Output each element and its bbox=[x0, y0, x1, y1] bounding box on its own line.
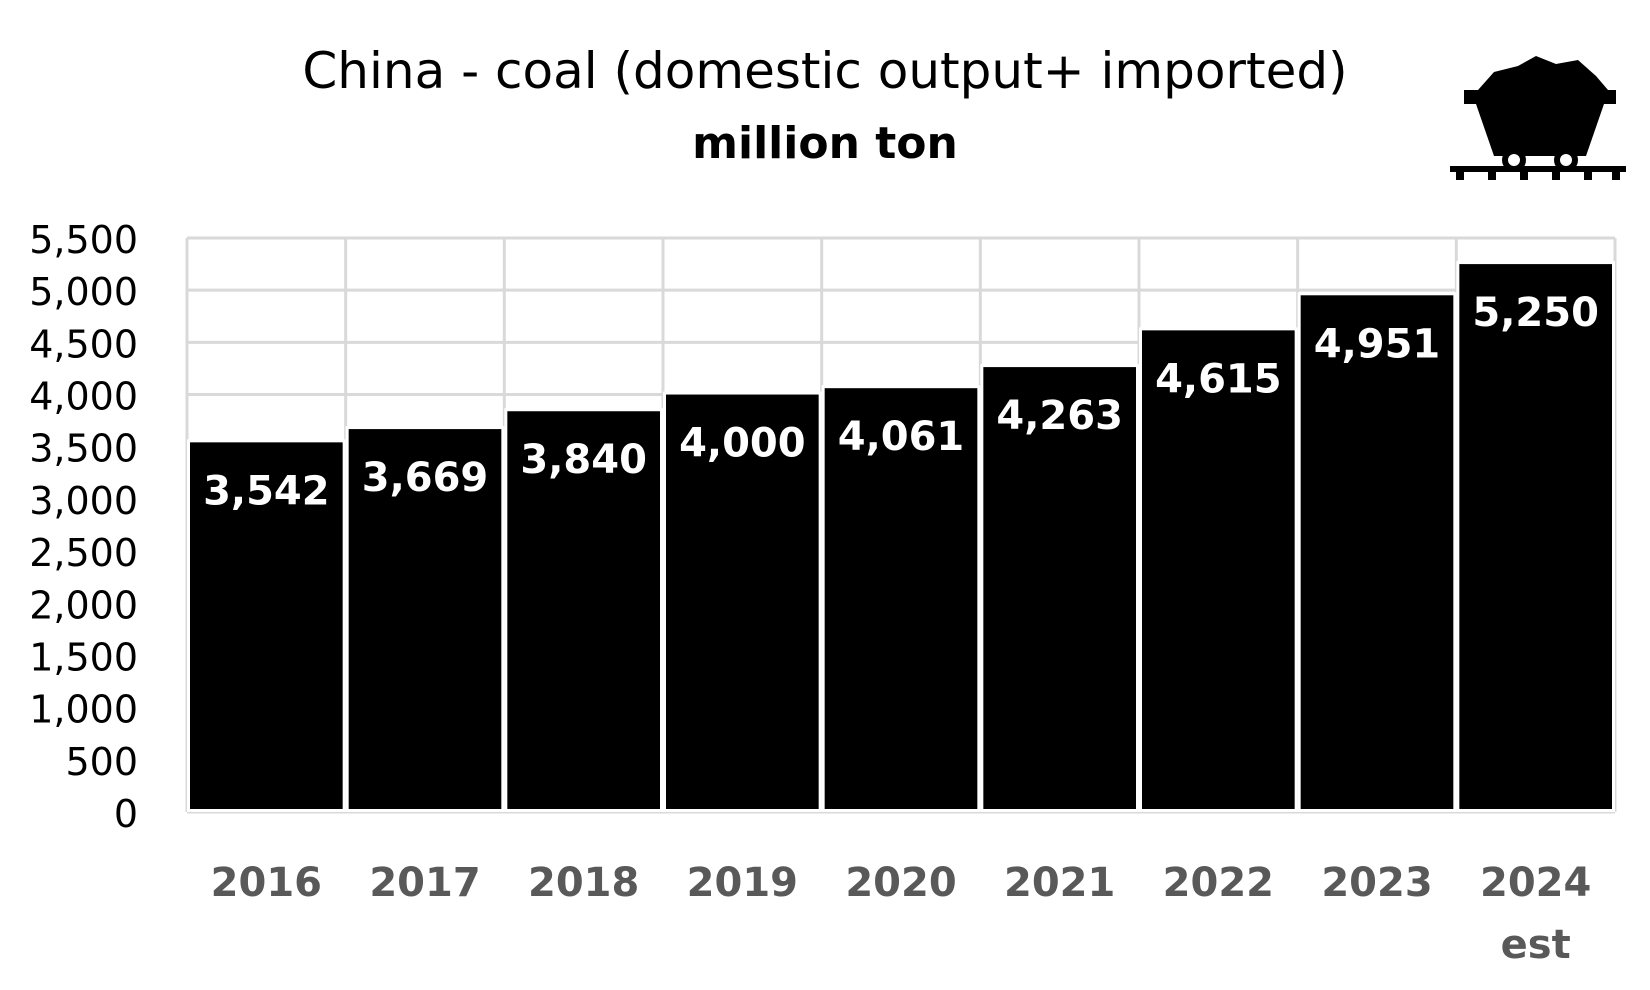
bar-data-label: 4,951 bbox=[1314, 321, 1441, 367]
x-tick-label: 2016 bbox=[211, 860, 322, 906]
bar bbox=[666, 394, 819, 809]
bar bbox=[507, 411, 660, 809]
x-tick-sublabel: est bbox=[1501, 922, 1571, 968]
y-tick-label: 500 bbox=[65, 740, 138, 784]
bar-data-label: 4,615 bbox=[1155, 356, 1282, 402]
x-tick-label: 2024 bbox=[1480, 860, 1591, 906]
x-tick-label: 2022 bbox=[1163, 860, 1274, 906]
y-tick-label: 2,000 bbox=[29, 583, 138, 627]
y-tick-label: 0 bbox=[114, 792, 138, 836]
bar bbox=[983, 367, 1136, 809]
bar bbox=[348, 429, 502, 809]
bar bbox=[1300, 295, 1454, 809]
y-tick-label: 1,500 bbox=[29, 635, 138, 679]
bar bbox=[1142, 330, 1295, 809]
y-tick-label: 3,500 bbox=[29, 427, 138, 471]
x-tick-label: 2020 bbox=[845, 860, 956, 906]
bar-data-label: 4,000 bbox=[679, 421, 806, 467]
bar-data-label: 3,840 bbox=[520, 437, 647, 483]
x-tick-label: 2017 bbox=[369, 860, 480, 906]
bar-data-label: 3,542 bbox=[203, 468, 330, 514]
x-tick-label: 2023 bbox=[1321, 860, 1432, 906]
y-tick-label: 5,500 bbox=[29, 218, 138, 262]
coal-cart-icon bbox=[1450, 56, 1626, 180]
y-tick-label: 1,000 bbox=[29, 688, 138, 732]
bar-data-label: 5,250 bbox=[1472, 290, 1599, 336]
bar-data-label: 3,669 bbox=[362, 455, 489, 501]
chart-subtitle: million ton bbox=[692, 118, 958, 169]
y-tick-label: 4,000 bbox=[29, 375, 138, 419]
bar-data-label: 4,263 bbox=[996, 393, 1123, 439]
y-tick-label: 4,500 bbox=[29, 322, 138, 366]
x-tick-label: 2019 bbox=[687, 860, 798, 906]
y-tick-label: 5,000 bbox=[29, 270, 138, 314]
y-tick-label: 2,500 bbox=[29, 531, 138, 575]
x-tick-label: 2018 bbox=[528, 860, 639, 906]
x-tick-label: 2021 bbox=[1004, 860, 1115, 906]
bar-data-label: 4,061 bbox=[838, 414, 965, 460]
bar bbox=[1459, 264, 1612, 809]
y-tick-label: 3,000 bbox=[29, 479, 138, 523]
bar bbox=[190, 442, 343, 809]
bar bbox=[824, 388, 978, 809]
chart-title: China - coal (domestic output+ imported) bbox=[302, 42, 1348, 100]
